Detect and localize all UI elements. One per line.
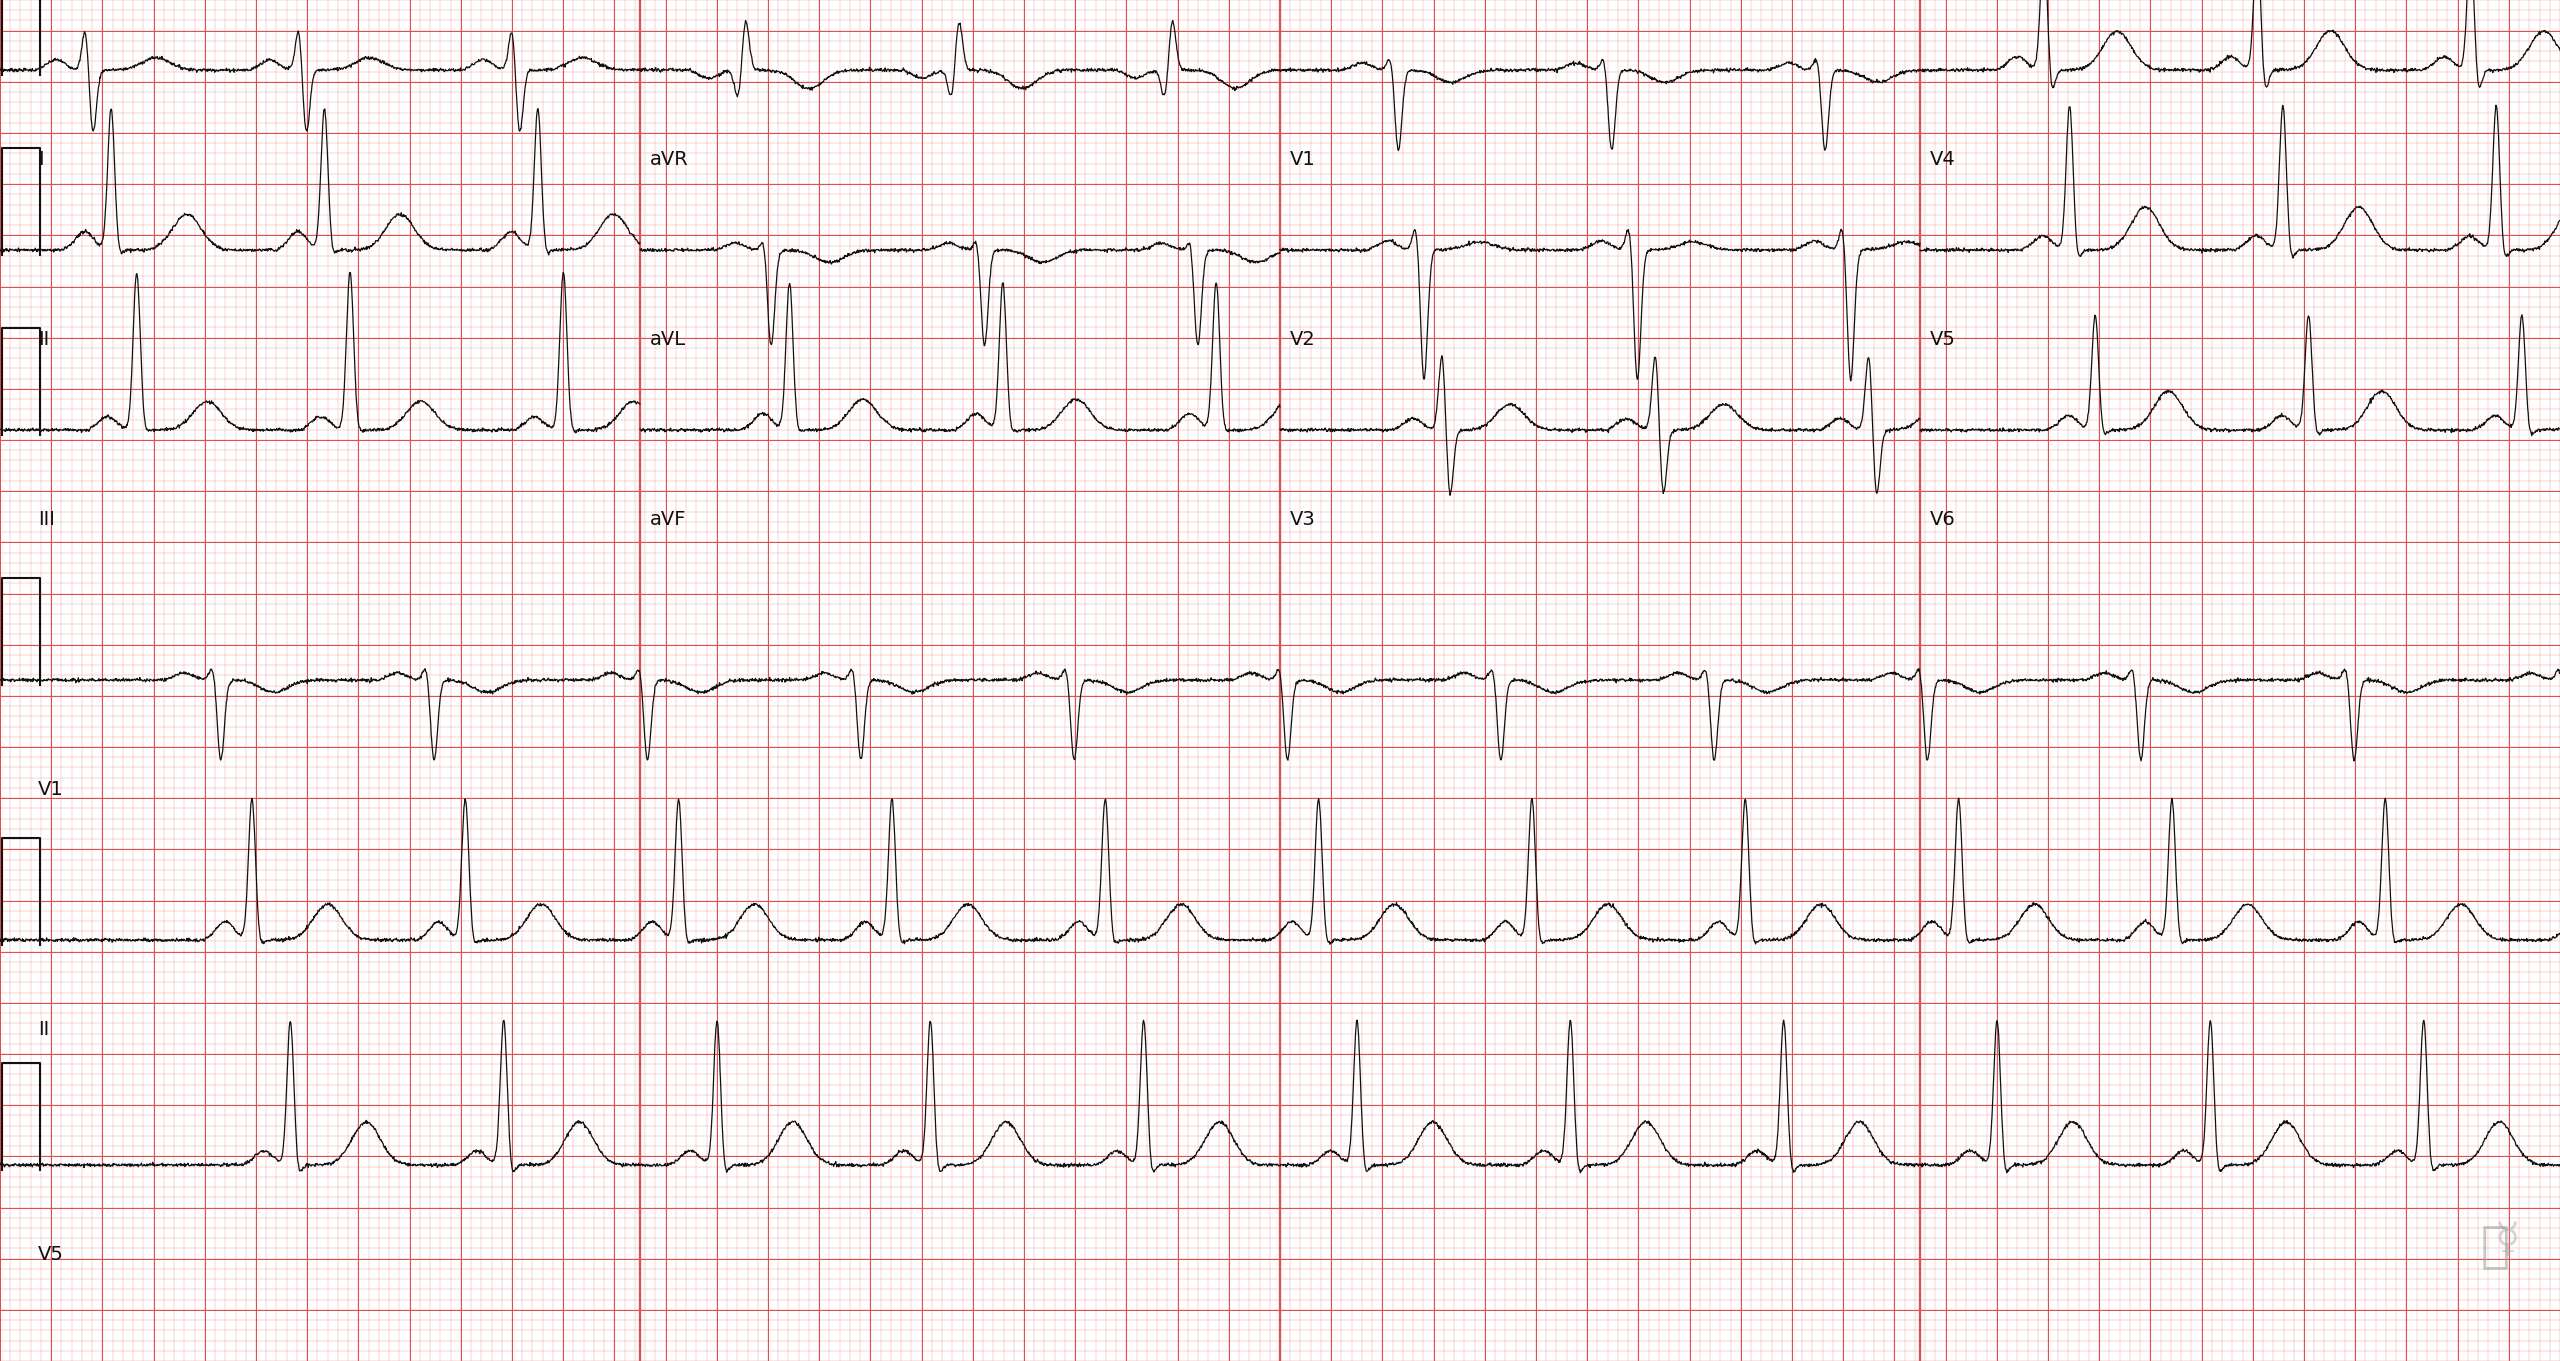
Text: II: II [38, 329, 49, 348]
Text: I: I [38, 150, 44, 169]
Text: aVF: aVF [650, 510, 686, 529]
Text: V5: V5 [38, 1245, 64, 1264]
Text: 🐂: 🐂 [2481, 1224, 2509, 1271]
Text: V1: V1 [1290, 150, 1316, 169]
Text: aVR: aVR [650, 150, 689, 169]
Text: aVL: aVL [650, 329, 686, 348]
Text: ☿: ☿ [2493, 1219, 2519, 1262]
Text: V4: V4 [1930, 150, 1956, 169]
Text: III: III [38, 510, 54, 529]
Text: V6: V6 [1930, 510, 1956, 529]
Text: V5: V5 [1930, 329, 1956, 348]
Text: II: II [38, 1019, 49, 1038]
Text: V2: V2 [1290, 329, 1316, 348]
Text: V1: V1 [38, 780, 64, 799]
Text: V3: V3 [1290, 510, 1316, 529]
